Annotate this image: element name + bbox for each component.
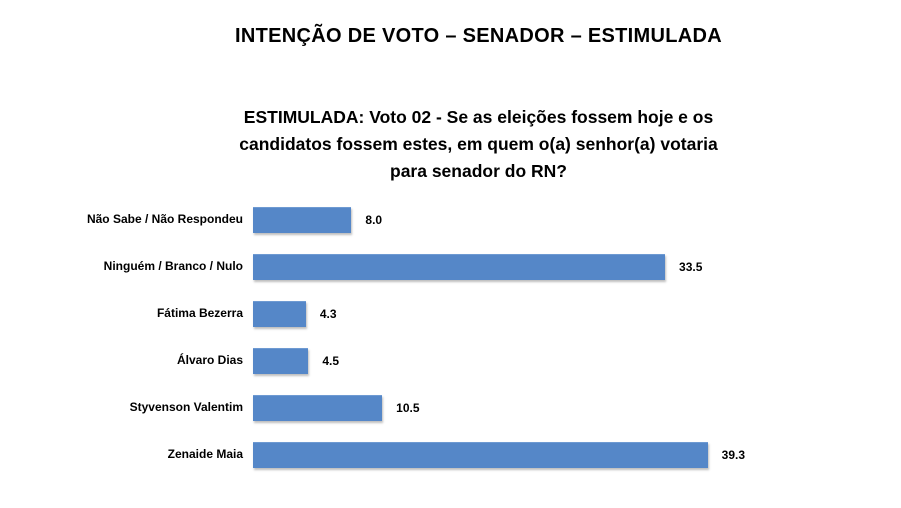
bar-row: Zenaide Maia 39.3 [0, 431, 901, 478]
value-label: 4.3 [319, 306, 337, 321]
bar [253, 253, 666, 280]
bar [253, 300, 306, 327]
bar-row: Styvenson Valentim 10.5 [0, 384, 901, 431]
bar-track: 8.0 [253, 206, 745, 233]
bar [253, 347, 309, 374]
bar-chart: Não Sabe / Não Respondeu 8.0 Ninguém / B… [0, 196, 901, 478]
chart-question-subtitle: ESTIMULADA: Voto 02 - Se as eleições fos… [239, 107, 718, 181]
value-label: 8.0 [365, 212, 383, 227]
bar-track: 10.5 [253, 394, 745, 421]
bar-track: 4.5 [253, 347, 745, 374]
content-area: INTENÇÃO DE VOTO – SENADOR – ESTIMULADA … [60, 0, 897, 185]
category-label: Fátima Bezerra [156, 305, 243, 320]
bar-track: 33.5 [253, 253, 745, 280]
value-label: 10.5 [396, 400, 420, 415]
bar [253, 441, 708, 468]
bar-row: Não Sabe / Não Respondeu 8.0 [0, 196, 901, 243]
bar-track: 39.3 [253, 441, 745, 468]
bar [253, 206, 352, 233]
bar-row: Álvaro Dias 4.5 [0, 337, 901, 384]
category-label: Não Sabe / Não Respondeu [86, 211, 243, 226]
bar-track: 4.3 [253, 300, 745, 327]
bar-row: Fátima Bezerra 4.3 [0, 290, 901, 337]
category-label: Zenaide Maia [167, 446, 243, 461]
value-label: 39.3 [721, 447, 745, 462]
value-label: 33.5 [679, 259, 703, 274]
bar-row: Ninguém / Branco / Nulo 33.5 [0, 243, 901, 290]
category-label: Ninguém / Branco / Nulo [103, 258, 243, 273]
bar [253, 394, 383, 421]
page-title: INTENÇÃO DE VOTO – SENADOR – ESTIMULADA [235, 25, 722, 47]
category-label: Álvaro Dias [176, 352, 243, 367]
category-label: Styvenson Valentim [129, 399, 243, 414]
value-label: 4.5 [322, 353, 340, 368]
